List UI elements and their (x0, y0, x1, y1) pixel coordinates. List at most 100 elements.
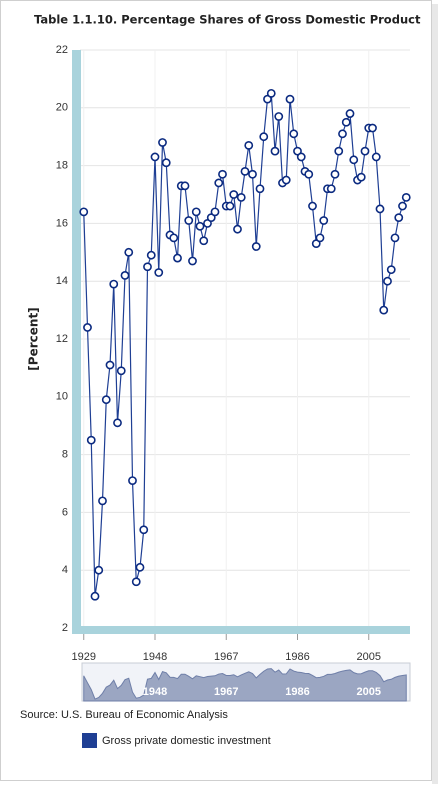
data-point (180, 181, 190, 191)
data-point (240, 166, 250, 176)
data-point (341, 117, 351, 127)
x-tick-label: 1986 (285, 651, 309, 663)
y-tick-label: 16 (56, 217, 68, 229)
data-point (98, 496, 107, 506)
data-point (356, 172, 366, 182)
source-note: Source: U.S. Bureau of Economic Analysis (20, 709, 228, 721)
x-tick-label: 1967 (214, 651, 238, 663)
data-point (184, 216, 194, 225)
data-point (349, 155, 359, 165)
data-point (304, 169, 314, 179)
data-point (90, 591, 100, 601)
data-point (229, 190, 239, 199)
data-point (135, 562, 145, 572)
data-point (210, 207, 220, 217)
data-point (401, 192, 411, 202)
data-point (218, 169, 227, 179)
data-point (285, 94, 295, 104)
navigator-label: 1986 (285, 686, 309, 698)
y-tick-label: 18 (56, 160, 68, 172)
data-point (386, 265, 396, 275)
legend-swatch[interactable] (82, 733, 97, 748)
data-point (308, 201, 317, 211)
data-point (79, 207, 89, 217)
data-point (124, 247, 134, 257)
data-point (289, 129, 299, 139)
data-point (368, 123, 377, 133)
data-point (270, 146, 280, 156)
data-point (113, 418, 122, 428)
data-point (109, 279, 119, 289)
data-point (154, 268, 164, 277)
data-point (94, 565, 104, 575)
x-tick-label: 1948 (143, 651, 167, 663)
data-point (345, 109, 355, 118)
data-point (214, 178, 224, 188)
data-point (315, 233, 325, 243)
data-point (390, 233, 400, 243)
data-point (158, 138, 167, 147)
data-point (105, 360, 115, 370)
data-point (188, 256, 197, 266)
y-tick-label: 8 (62, 449, 68, 461)
legend-label[interactable]: Gross private domestic investment (102, 735, 271, 747)
x-axis-bar (72, 626, 410, 634)
data-point (139, 525, 149, 535)
data-point (375, 204, 385, 214)
data-point (338, 129, 347, 139)
navigator-label: 1967 (214, 686, 238, 698)
data-point (83, 323, 92, 332)
data-point (360, 146, 370, 156)
y-tick-label: 10 (56, 391, 68, 403)
data-point (128, 476, 137, 486)
data-point (319, 216, 329, 225)
y-tick-label: 22 (56, 44, 68, 56)
data-point (199, 236, 209, 246)
data-point (259, 132, 269, 142)
data-point (191, 207, 201, 217)
data-point (225, 201, 235, 211)
y-tick-label: 6 (62, 506, 68, 518)
data-point (330, 169, 340, 179)
data-point (398, 201, 407, 211)
y-axis-title: [Percent] (27, 307, 41, 370)
x-tick-label: 2005 (357, 651, 381, 663)
data-point (255, 184, 265, 194)
data-point (120, 271, 130, 280)
data-point (394, 213, 404, 223)
navigator-series (83, 668, 407, 702)
navigator-label: 1948 (143, 686, 167, 698)
data-point (236, 192, 246, 202)
data-point (150, 152, 160, 162)
data-point (244, 140, 254, 150)
data-point (281, 175, 291, 185)
data-point (146, 250, 156, 260)
data-point (383, 276, 392, 286)
chart-title: Table 1.1.10. Percentage Shares of Gross… (34, 13, 421, 27)
data-point (266, 88, 276, 98)
data-point (143, 262, 152, 272)
y-tick-label: 20 (56, 102, 68, 114)
data-point (233, 224, 242, 234)
x-tick-label: 1929 (72, 651, 96, 663)
data-point (296, 152, 306, 162)
frame-shadow (432, 4, 438, 784)
data-point (173, 253, 182, 263)
data-point (251, 242, 261, 251)
data-point (334, 146, 344, 156)
data-point (195, 221, 205, 231)
data-point (116, 366, 126, 376)
data-point (379, 305, 389, 315)
data-point (86, 435, 96, 445)
data-point (326, 184, 336, 194)
data-point (169, 233, 179, 243)
data-point (101, 395, 111, 405)
y-tick-label: 2 (62, 622, 68, 634)
data-point (274, 112, 284, 121)
y-axis-bar (72, 50, 81, 634)
navigator-area (83, 668, 407, 702)
data-point (161, 158, 171, 168)
navigator-label: 2005 (357, 686, 381, 698)
y-tick-label: 12 (56, 333, 68, 345)
